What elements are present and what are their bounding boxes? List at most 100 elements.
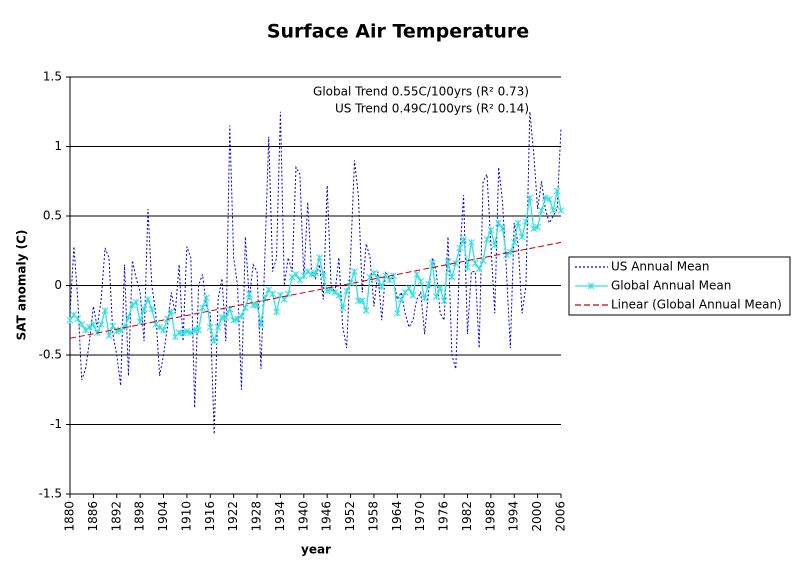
x-tick-label: 1928	[250, 501, 264, 532]
marker	[242, 304, 249, 312]
marker	[456, 244, 464, 252]
marker	[432, 293, 440, 300]
marker	[148, 305, 156, 313]
marker	[514, 219, 522, 227]
y-tick-label: -1.5	[39, 487, 62, 501]
marker	[370, 269, 378, 277]
marker	[292, 271, 300, 278]
series-line	[69, 111, 562, 435]
x-tick-label: 1892	[109, 501, 123, 532]
legend-marker	[587, 282, 595, 290]
x-tick-label: 1910	[179, 501, 193, 532]
marker	[405, 284, 413, 292]
marker	[179, 329, 187, 337]
marker	[109, 322, 117, 330]
marker	[195, 326, 202, 334]
marker	[312, 269, 319, 277]
marker	[140, 305, 148, 313]
legend-label: Global Annual Mean	[611, 279, 731, 293]
marker	[253, 301, 261, 309]
y-tick-label: 1.5	[43, 70, 62, 84]
marker	[269, 290, 276, 298]
marker	[530, 225, 538, 232]
marker	[304, 268, 312, 275]
marker	[323, 287, 331, 295]
marker	[483, 236, 491, 243]
marker	[378, 283, 386, 291]
marker	[78, 321, 86, 328]
marker	[413, 271, 421, 278]
marker	[538, 207, 545, 214]
y-tick-label: -0.5	[39, 348, 62, 362]
marker	[82, 326, 89, 334]
marker	[222, 314, 230, 321]
marker	[429, 259, 436, 267]
marker	[518, 233, 526, 241]
marker	[273, 308, 280, 316]
marker	[167, 308, 175, 316]
marker	[136, 318, 144, 325]
y-tick-label: 0.5	[43, 209, 62, 223]
annotation: Global Trend 0.55C/100yrs (R² 0.73)	[313, 85, 529, 99]
y-tick-label: 0	[54, 278, 62, 292]
marker	[280, 296, 288, 303]
legend-label: US Annual Mean	[611, 260, 709, 274]
x-tick-label: 1886	[86, 501, 100, 532]
y-tick-label: 1	[54, 139, 62, 153]
marker	[132, 298, 140, 306]
chart-title: Surface Air Temperature	[267, 21, 529, 43]
x-tick-label: 1946	[320, 501, 334, 532]
x-axis-label: year	[301, 543, 331, 557]
marker	[206, 323, 214, 331]
x-tick-label: 1982	[460, 501, 474, 532]
x-tick-label: 1994	[507, 501, 521, 532]
x-tick-label: 1904	[156, 501, 170, 532]
marker	[452, 259, 460, 267]
marker	[495, 219, 503, 227]
marker	[238, 312, 245, 320]
y-axis-label: SAT anomaly (C)	[15, 230, 29, 341]
marker	[409, 291, 417, 299]
x-tick-label: 1934	[273, 501, 287, 532]
marker	[464, 264, 471, 271]
marker	[440, 297, 448, 305]
y-tick-label: -1	[50, 417, 62, 431]
marker	[487, 226, 495, 234]
marker	[553, 187, 561, 195]
marker	[417, 277, 425, 285]
marker	[343, 287, 351, 295]
marker	[545, 195, 553, 203]
marker	[549, 207, 557, 214]
x-tick-label: 1958	[366, 501, 380, 532]
marker	[534, 223, 541, 231]
marker	[331, 289, 339, 296]
marker	[390, 272, 397, 280]
marker	[393, 309, 401, 317]
marker	[105, 332, 113, 339]
marker	[351, 268, 358, 275]
marker	[308, 271, 315, 278]
series-line	[69, 190, 562, 344]
marker	[288, 273, 296, 281]
marker	[90, 321, 97, 328]
marker	[214, 323, 222, 331]
marker	[316, 254, 323, 262]
marker	[183, 328, 191, 335]
marker	[160, 326, 167, 334]
marker	[499, 225, 506, 232]
x-tick-label: 1970	[413, 501, 427, 532]
marker	[526, 194, 534, 202]
marker	[319, 272, 327, 280]
marker	[436, 284, 444, 292]
marker	[66, 316, 74, 324]
marker	[448, 273, 456, 281]
marker	[542, 194, 549, 202]
legend-label: Linear (Global Annual Mean)	[611, 298, 782, 312]
marker	[203, 294, 210, 302]
marker	[347, 279, 354, 287]
marker	[97, 321, 105, 328]
x-tick-label: 1922	[226, 501, 240, 532]
marker	[117, 326, 125, 334]
marker	[358, 297, 366, 305]
marker	[74, 315, 82, 323]
